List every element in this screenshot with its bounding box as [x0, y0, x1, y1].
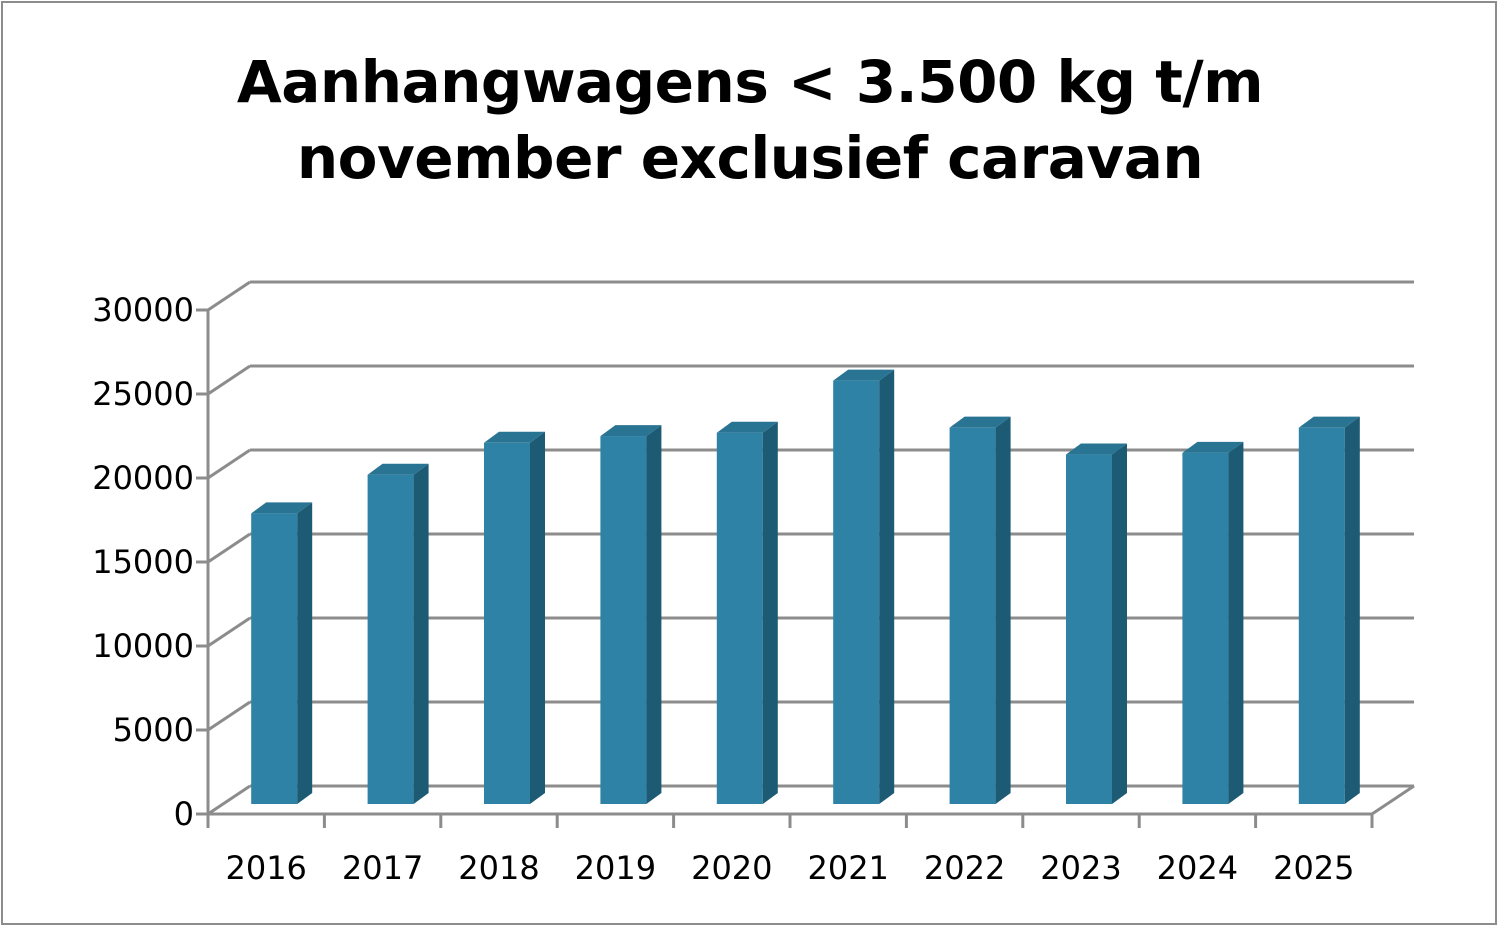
chart-title: Aanhangwagens < 3.500 kg t/m november ex…	[0, 44, 1500, 196]
chart-title-line-2: november exclusief caravan	[296, 124, 1204, 192]
x-tick-label: 2025	[1273, 849, 1354, 887]
x-tick-label: 2018	[458, 849, 539, 887]
bar-top-2025	[1298, 416, 1360, 428]
grid-diagonal	[207, 364, 251, 396]
y-tick-label: 20000	[92, 459, 194, 497]
grid-diagonal	[207, 616, 251, 648]
bar-top-2021	[833, 369, 895, 381]
bar-2018	[484, 442, 530, 804]
bar-side-2025	[1344, 416, 1360, 804]
y-tick-label: 10000	[92, 627, 194, 665]
y-tick-label: 25000	[92, 375, 194, 413]
bar-2017	[367, 474, 414, 804]
bar-top-2016	[251, 502, 313, 514]
bar-top-2020	[716, 421, 778, 433]
bar-2021	[833, 380, 880, 804]
bar-2023	[1066, 454, 1112, 804]
bar-side-2017	[413, 463, 429, 804]
bar-top-2017	[367, 463, 429, 475]
bar-side-2024	[1228, 441, 1244, 804]
x-tick-label: 2019	[575, 849, 656, 887]
y-tick-label: 30000	[92, 291, 194, 329]
bar-2022	[949, 427, 996, 804]
floor-right-edge	[1371, 784, 1415, 816]
x-tick-label: 2021	[807, 849, 888, 887]
grid-diagonal	[207, 784, 251, 816]
y-tick-label: 5000	[113, 711, 194, 749]
x-tick-label: 2022	[924, 849, 1005, 887]
x-tick-label: 2020	[691, 849, 772, 887]
x-tick-label: 2024	[1157, 849, 1238, 887]
bar-side-2023	[1112, 443, 1127, 804]
bar-2025	[1298, 427, 1345, 804]
bar-2024	[1182, 452, 1229, 804]
grid-diagonal	[207, 700, 251, 732]
chart-title-line-1: Aanhangwagens < 3.500 kg t/m	[236, 48, 1264, 116]
bar-side-2022	[995, 416, 1011, 804]
bar-side-2019	[646, 425, 662, 804]
bar-side-2020	[762, 421, 778, 804]
bar-2016	[251, 513, 298, 804]
x-tick-label: 2023	[1040, 849, 1121, 887]
x-tick-label: 2016	[225, 849, 306, 887]
grid-diagonal	[207, 448, 251, 480]
grid-diagonal	[207, 532, 251, 564]
bar-top-2023	[1066, 443, 1127, 455]
bar-top-2018	[484, 431, 545, 443]
bar-2020	[716, 432, 763, 804]
grid-diagonal	[207, 280, 251, 312]
x-tick-label: 2017	[342, 849, 423, 887]
bar-top-2024	[1182, 441, 1244, 453]
bar-top-2019	[600, 425, 662, 437]
bar-side-2016	[297, 502, 313, 804]
y-tick-label: 15000	[92, 543, 194, 581]
y-tick-label: 0	[174, 795, 194, 833]
bar-2019	[600, 436, 647, 804]
bar-side-2021	[879, 369, 895, 804]
bar-side-2018	[530, 431, 545, 804]
bar-top-2022	[949, 416, 1011, 428]
